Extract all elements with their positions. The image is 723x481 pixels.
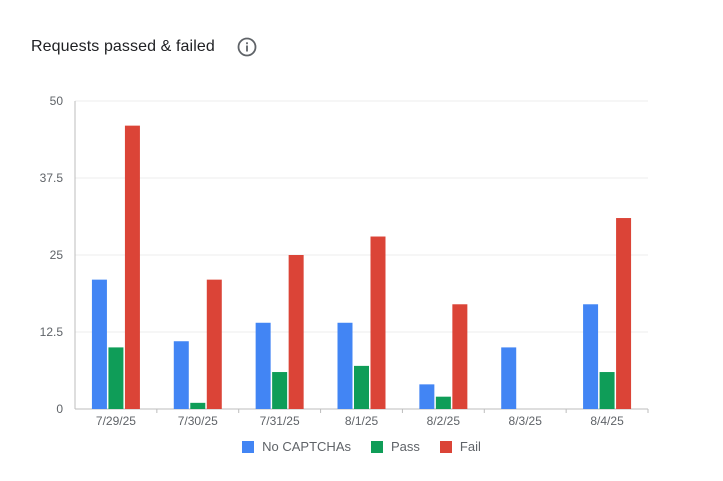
y-tick-label: 37.5 xyxy=(40,171,64,185)
bar-no-captchas xyxy=(583,304,599,409)
bar-pass xyxy=(190,402,206,409)
x-tick-label: 8/4/25 xyxy=(590,414,624,428)
bar-pass xyxy=(272,372,288,409)
bar-pass xyxy=(435,396,451,409)
bar-no-captchas xyxy=(255,322,271,409)
legend-label-fail: Fail xyxy=(459,439,481,454)
bar-no-captchas xyxy=(173,341,189,409)
legend-swatch-fail xyxy=(439,440,452,453)
y-tick-label: 0 xyxy=(56,402,63,416)
bar-fail xyxy=(288,255,304,409)
bar-fail xyxy=(206,279,222,409)
bar-fail xyxy=(452,304,468,409)
x-tick-label: 8/3/25 xyxy=(509,414,543,428)
bar-no-captchas xyxy=(501,347,517,409)
y-tick-label: 25 xyxy=(50,248,64,262)
bar-pass xyxy=(599,372,615,409)
x-tick-label: 7/31/25 xyxy=(260,414,300,428)
x-tick-label: 7/30/25 xyxy=(178,414,218,428)
chart-legend: No CAPTCHAs Pass Fail xyxy=(0,439,723,454)
x-tick-label: 8/2/25 xyxy=(427,414,461,428)
bar-no-captchas xyxy=(419,384,435,409)
chart-header: Requests passed & failed xyxy=(31,37,257,57)
bar-fail xyxy=(370,236,386,409)
bar-pass xyxy=(354,365,369,409)
bar-no-captchas xyxy=(91,279,107,409)
legend-swatch-pass xyxy=(371,440,383,453)
legend-label-no-captchas: No CAPTCHAs xyxy=(262,439,351,454)
y-tick-label: 12.5 xyxy=(40,325,64,339)
chart-title: Requests passed & failed xyxy=(31,38,215,55)
bar-fail xyxy=(616,218,632,409)
x-tick-label: 8/1/25 xyxy=(345,414,379,428)
bar-fail xyxy=(124,125,140,409)
legend-label-pass: Pass xyxy=(391,439,420,454)
info-icon[interactable] xyxy=(237,37,257,57)
bar-pass xyxy=(108,347,124,409)
legend-swatch-no-captchas xyxy=(242,440,255,453)
y-tick-label: 50 xyxy=(50,94,64,108)
legend-item-no-captchas[interactable]: No CAPTCHAs xyxy=(242,439,351,454)
legend-item-pass[interactable]: Pass xyxy=(371,439,420,454)
bar-no-captchas xyxy=(337,322,353,409)
x-tick-label: 7/29/25 xyxy=(96,414,136,428)
legend-item-fail[interactable]: Fail xyxy=(439,439,481,454)
